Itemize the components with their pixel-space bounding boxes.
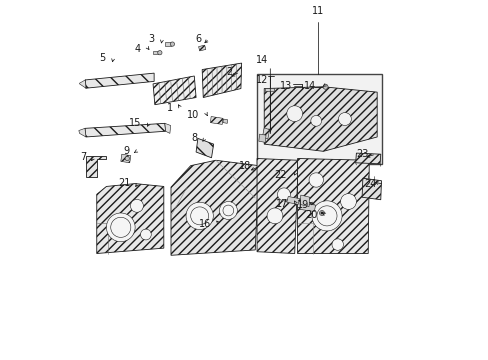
Circle shape — [266, 208, 282, 224]
Text: 8: 8 — [191, 133, 197, 143]
Text: 1: 1 — [166, 103, 172, 113]
Circle shape — [185, 202, 213, 229]
Circle shape — [319, 211, 324, 216]
Polygon shape — [86, 156, 106, 177]
Circle shape — [286, 106, 302, 122]
Circle shape — [311, 201, 341, 231]
Circle shape — [223, 205, 233, 216]
Polygon shape — [171, 160, 258, 255]
Circle shape — [308, 173, 323, 187]
Polygon shape — [85, 123, 165, 137]
Polygon shape — [85, 73, 154, 88]
Polygon shape — [264, 87, 376, 151]
Circle shape — [310, 116, 321, 126]
Polygon shape — [286, 197, 299, 204]
Text: 3: 3 — [148, 35, 154, 44]
Polygon shape — [153, 76, 196, 105]
Text: 7: 7 — [80, 152, 86, 162]
Text: 24: 24 — [364, 179, 376, 189]
Polygon shape — [121, 154, 131, 163]
Text: 22: 22 — [274, 170, 286, 180]
Circle shape — [338, 113, 351, 126]
Circle shape — [140, 229, 151, 240]
Polygon shape — [300, 203, 315, 212]
Circle shape — [331, 239, 343, 250]
Circle shape — [219, 202, 237, 220]
Text: 13: 13 — [279, 81, 292, 91]
Text: 14: 14 — [303, 81, 315, 91]
Text: 17: 17 — [275, 199, 287, 209]
Text: 15: 15 — [128, 118, 141, 128]
Circle shape — [190, 207, 208, 225]
Text: 6: 6 — [195, 34, 201, 44]
Polygon shape — [79, 129, 86, 137]
Polygon shape — [97, 184, 163, 253]
Circle shape — [316, 206, 336, 226]
Text: 14: 14 — [255, 54, 267, 64]
Text: 11: 11 — [311, 6, 324, 16]
Text: 19: 19 — [296, 200, 308, 210]
Circle shape — [158, 50, 162, 55]
Text: 2: 2 — [225, 67, 232, 77]
Polygon shape — [362, 178, 381, 200]
Circle shape — [106, 213, 135, 242]
Text: 20: 20 — [305, 210, 317, 220]
Circle shape — [277, 188, 290, 201]
Text: 18: 18 — [239, 161, 251, 171]
Text: 16: 16 — [199, 219, 211, 229]
Text: 21: 21 — [118, 178, 130, 188]
Text: 10: 10 — [187, 111, 199, 121]
Text: 9: 9 — [122, 146, 129, 156]
Circle shape — [320, 212, 323, 214]
Polygon shape — [257, 158, 298, 253]
Polygon shape — [264, 88, 274, 91]
Text: 12: 12 — [255, 75, 267, 85]
Circle shape — [323, 84, 327, 89]
Polygon shape — [258, 134, 265, 142]
Polygon shape — [223, 119, 227, 123]
Polygon shape — [164, 42, 171, 45]
Polygon shape — [262, 128, 269, 139]
Text: 5: 5 — [99, 53, 105, 63]
Polygon shape — [164, 123, 170, 134]
Circle shape — [125, 156, 129, 161]
Polygon shape — [80, 80, 86, 88]
Circle shape — [340, 194, 356, 210]
Bar — [257, 74, 381, 164]
Polygon shape — [152, 51, 158, 54]
Circle shape — [170, 42, 174, 46]
Polygon shape — [198, 45, 205, 51]
Polygon shape — [210, 117, 223, 125]
Circle shape — [130, 199, 143, 212]
Polygon shape — [355, 153, 380, 164]
Polygon shape — [196, 138, 213, 158]
Text: 23: 23 — [355, 149, 367, 159]
Circle shape — [110, 217, 131, 237]
Polygon shape — [300, 195, 309, 207]
Text: 4: 4 — [134, 44, 140, 54]
Polygon shape — [297, 158, 368, 253]
Polygon shape — [202, 63, 241, 98]
